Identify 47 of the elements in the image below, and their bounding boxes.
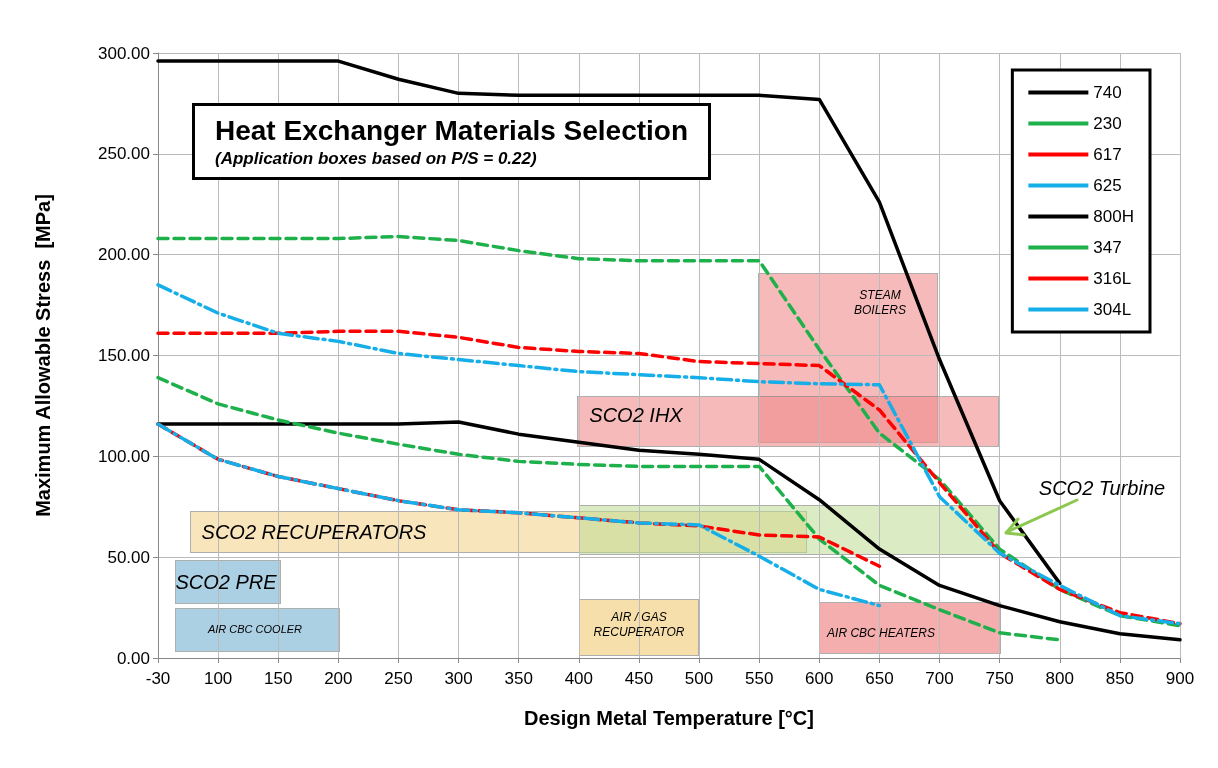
x-tick-label: 900 — [1165, 669, 1195, 688]
annotation: SCO2 IHX — [589, 402, 683, 428]
x-tick-label: 750 — [985, 669, 1014, 688]
legend-label: 800H — [1093, 207, 1134, 226]
x-tick-label: 800 — [1045, 669, 1074, 688]
x-tick-label: 700 — [925, 669, 954, 688]
y-axis-title: Maximum Allowable Stress [MPa] — [32, 194, 54, 517]
x-axis-title: Design Metal Temperature [°C] — [524, 707, 814, 729]
annotation: SCO2 PRE — [175, 569, 277, 595]
x-tick-label: 500 — [684, 669, 714, 688]
x-tick-label: 100 — [203, 669, 233, 688]
legend-label: 617 — [1093, 145, 1122, 164]
legend-label: 740 — [1093, 83, 1122, 102]
x-tick-label: 550 — [744, 669, 774, 688]
legend-label: 230 — [1093, 114, 1122, 133]
y-tick-label: 300.00 — [98, 43, 150, 63]
legend-label: 625 — [1093, 176, 1122, 195]
line-series — [156, 420, 1182, 642]
x-tick-label: 600 — [805, 669, 834, 688]
x-tick-label: 150 — [264, 669, 293, 688]
annotation: AIR / GAS RECUPERATOR — [593, 610, 685, 640]
x-tick-label: 450 — [624, 669, 654, 688]
y-tick-label: 50.00 — [107, 547, 150, 567]
line-series — [156, 422, 882, 608]
text: (Application boxes based on P/S = 0.22) — [215, 149, 537, 168]
x-tick-label: 850 — [1105, 669, 1135, 688]
annotation: AIR CBC HEATERS — [827, 625, 935, 641]
annotation: SCO2 Turbine — [1038, 475, 1166, 501]
x-tick-label: -30 — [145, 669, 171, 688]
y-tick-label: 100.00 — [98, 446, 150, 466]
y-tick-label: 0.00 — [116, 648, 150, 668]
annotation: SCO2 RECUPERATORS — [201, 519, 427, 545]
x-tick-label: 350 — [504, 669, 533, 688]
legend-label: 316L — [1093, 269, 1132, 288]
x-tick-label: 400 — [564, 669, 594, 688]
y-tick-label: 200.00 — [98, 245, 150, 265]
annotation: AIR CBC COOLER — [207, 623, 303, 637]
legend-label: 347 — [1093, 238, 1122, 257]
x-tick-label: 650 — [865, 669, 894, 688]
legend-label: 304L — [1093, 300, 1132, 319]
x-tick-label: 200 — [324, 669, 353, 688]
annotation: STEAM BOILERS — [853, 288, 907, 318]
x-tick-label: 250 — [384, 669, 413, 688]
y-tick-label: 150.00 — [98, 346, 150, 365]
y-tick-label: 250.00 — [98, 144, 150, 164]
text: Heat Exchanger Materials Selection — [215, 114, 689, 146]
x-tick-label: 300 — [444, 669, 473, 688]
